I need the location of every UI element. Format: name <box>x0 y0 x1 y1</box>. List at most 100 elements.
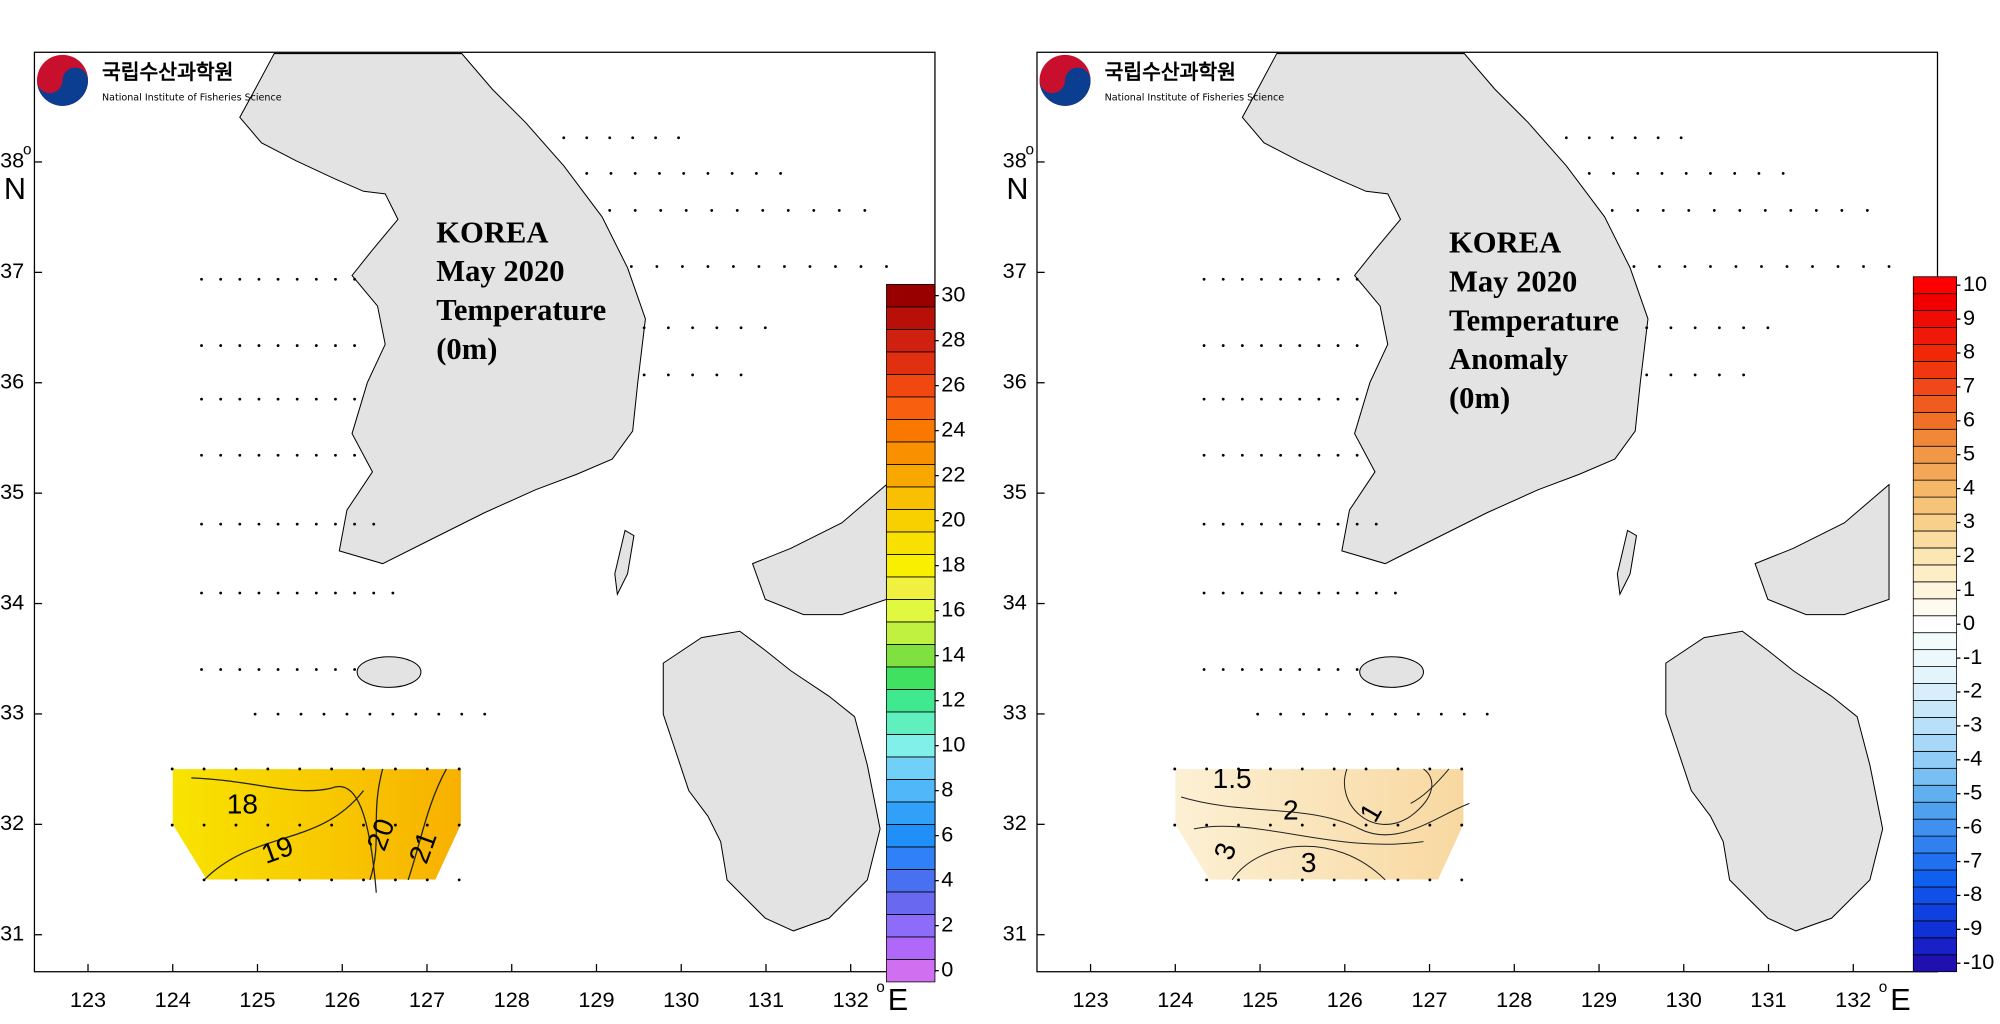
x-tick-label: 126 <box>324 987 360 1012</box>
station <box>298 767 302 771</box>
logo-subtitle: National Institute of Fisheries Science <box>1105 93 1285 104</box>
station <box>1279 591 1283 595</box>
colorbar-box <box>886 779 936 803</box>
colorbar-box <box>886 351 936 375</box>
station <box>1240 591 1244 595</box>
station <box>1325 712 1328 716</box>
y-tick-label: 31 <box>0 920 24 945</box>
station <box>1862 265 1865 268</box>
station <box>1683 265 1687 268</box>
station <box>1221 668 1225 671</box>
station <box>1332 823 1336 827</box>
y-tick-label: 38 <box>1003 148 1027 173</box>
station <box>642 373 646 377</box>
colorbar-tick-label: 8 <box>941 776 953 801</box>
station <box>330 878 334 882</box>
station <box>1462 712 1466 716</box>
station <box>1355 397 1359 401</box>
colorbar-box <box>1912 649 1958 667</box>
station <box>276 453 280 457</box>
station <box>1202 397 1206 401</box>
x-tick-label: 124 <box>155 987 191 1012</box>
colorbar-tick-label: -9 <box>1963 915 1982 940</box>
station <box>362 767 365 771</box>
station <box>170 767 174 771</box>
colorbar-tick-label: -10 <box>1963 949 1994 974</box>
station <box>1202 591 1206 595</box>
colorbar-box <box>1912 462 1958 481</box>
x-tick-label: 129 <box>578 987 614 1012</box>
colorbar-tick-label: 8 <box>1963 339 1975 364</box>
station <box>739 326 743 330</box>
station <box>1439 712 1443 716</box>
contour-line <box>1231 845 1386 881</box>
station <box>1887 265 1891 268</box>
colorbar-box <box>886 756 936 780</box>
colorbar-box <box>1912 954 1958 973</box>
station <box>1202 277 1206 281</box>
station <box>1355 668 1359 671</box>
colorbar-box <box>886 914 936 938</box>
station <box>1814 209 1818 212</box>
station <box>1364 767 1368 771</box>
station <box>1300 823 1304 827</box>
station <box>885 265 888 268</box>
station <box>394 878 397 882</box>
station <box>276 344 280 347</box>
colorbar-tick-label: -4 <box>1963 746 1982 771</box>
station <box>779 172 783 175</box>
map-title-line: KOREA <box>436 215 548 249</box>
x-tick-label: 129 <box>1581 987 1617 1012</box>
station <box>1587 136 1591 140</box>
colorbar-box <box>1912 445 1958 464</box>
station <box>200 344 203 347</box>
colorbar-box <box>1912 784 1958 803</box>
station <box>298 823 302 827</box>
station <box>1269 878 1272 882</box>
station <box>1374 522 1378 526</box>
station <box>1173 823 1177 827</box>
station <box>1396 878 1400 882</box>
station <box>1279 397 1283 401</box>
station <box>437 712 441 716</box>
station <box>1336 397 1340 401</box>
station <box>1709 172 1712 175</box>
station <box>200 277 203 281</box>
station <box>691 326 695 330</box>
station <box>1317 668 1321 671</box>
station <box>1355 453 1359 457</box>
station <box>715 373 719 377</box>
map-title-line: (0m) <box>436 332 497 366</box>
station <box>200 397 203 401</box>
x-tick-label: 127 <box>409 987 445 1012</box>
station <box>1240 522 1244 526</box>
station <box>295 522 299 526</box>
colorbar-box <box>1912 835 1958 854</box>
station <box>1742 373 1746 377</box>
station <box>1317 591 1321 595</box>
station <box>1260 344 1263 347</box>
station <box>732 265 735 268</box>
x-tick-label: 128 <box>1496 987 1532 1012</box>
station <box>1317 397 1321 401</box>
station <box>368 712 372 716</box>
station <box>859 265 863 268</box>
station <box>1332 767 1336 771</box>
station <box>1237 823 1240 827</box>
tsushima-land <box>1616 529 1638 596</box>
station <box>633 172 637 175</box>
y-tick-label: 34 <box>0 589 24 614</box>
station <box>1428 878 1432 882</box>
station <box>659 209 663 212</box>
station <box>1302 712 1305 716</box>
station <box>1396 767 1400 771</box>
colorbar-tick-label: 3 <box>1963 508 1975 533</box>
station <box>1811 265 1814 268</box>
station <box>1336 344 1340 347</box>
station <box>812 209 816 212</box>
station <box>219 522 223 526</box>
jeju-land <box>1359 656 1424 688</box>
station <box>394 823 397 827</box>
colorbar-box <box>886 689 936 713</box>
station <box>238 522 242 526</box>
